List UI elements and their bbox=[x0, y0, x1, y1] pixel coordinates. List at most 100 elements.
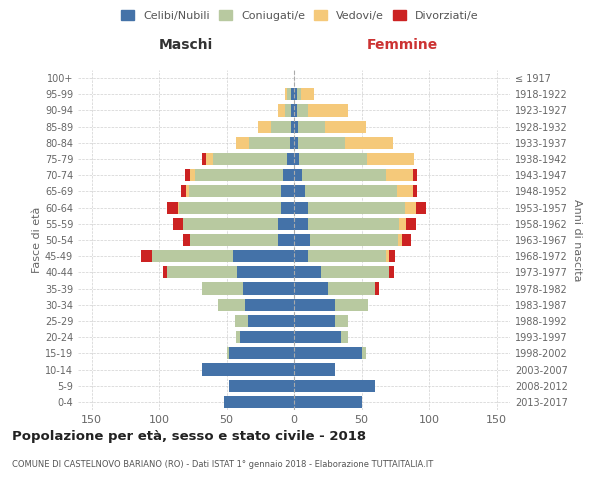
Bar bbox=[375, 282, 379, 294]
Bar bbox=[292, 120, 294, 132]
Bar bbox=[184, 234, 190, 246]
Bar bbox=[229, 348, 294, 360]
Bar bbox=[294, 153, 299, 165]
Bar bbox=[406, 218, 415, 230]
Bar bbox=[294, 348, 361, 360]
Bar bbox=[328, 282, 375, 294]
Bar bbox=[294, 186, 305, 198]
Bar bbox=[240, 331, 294, 343]
Bar bbox=[184, 218, 278, 230]
Bar bbox=[196, 169, 283, 181]
Bar bbox=[346, 137, 392, 149]
Bar bbox=[290, 137, 294, 149]
Bar bbox=[294, 298, 335, 311]
Bar bbox=[278, 218, 294, 230]
Text: Femmine: Femmine bbox=[367, 38, 437, 52]
Bar bbox=[190, 234, 278, 246]
Bar bbox=[321, 266, 389, 278]
Bar bbox=[278, 234, 294, 246]
Bar bbox=[301, 88, 314, 101]
Bar bbox=[238, 266, 294, 278]
Bar bbox=[294, 137, 298, 149]
Bar bbox=[292, 104, 294, 117]
Bar bbox=[287, 88, 292, 101]
Bar bbox=[294, 266, 321, 278]
Bar bbox=[296, 88, 301, 101]
Bar bbox=[152, 250, 233, 262]
Bar bbox=[186, 186, 188, 198]
Bar bbox=[236, 137, 250, 149]
Bar bbox=[294, 202, 308, 213]
Bar bbox=[202, 153, 206, 165]
Bar bbox=[386, 250, 389, 262]
Bar bbox=[250, 137, 290, 149]
Text: COMUNE DI CASTELNOVO BARIANO (RO) - Dati ISTAT 1° gennaio 2018 - Elaborazione TU: COMUNE DI CASTELNOVO BARIANO (RO) - Dati… bbox=[12, 460, 433, 469]
Bar bbox=[257, 120, 271, 132]
Bar bbox=[178, 202, 179, 213]
Bar bbox=[294, 282, 328, 294]
Bar bbox=[294, 234, 310, 246]
Bar bbox=[172, 218, 183, 230]
Bar bbox=[298, 137, 346, 149]
Bar bbox=[292, 88, 294, 101]
Bar bbox=[367, 153, 414, 165]
Bar bbox=[341, 331, 348, 343]
Text: Popolazione per età, sesso e stato civile - 2018: Popolazione per età, sesso e stato civil… bbox=[12, 430, 366, 443]
Bar bbox=[398, 234, 402, 246]
Bar bbox=[389, 266, 394, 278]
Bar bbox=[227, 348, 229, 360]
Bar bbox=[294, 396, 361, 408]
Bar bbox=[335, 315, 348, 327]
Bar bbox=[278, 104, 284, 117]
Bar bbox=[248, 315, 294, 327]
Bar bbox=[308, 250, 386, 262]
Bar bbox=[308, 202, 405, 213]
Bar bbox=[310, 234, 398, 246]
Bar bbox=[298, 120, 325, 132]
Bar bbox=[185, 169, 190, 181]
Y-axis label: Fasce di età: Fasce di età bbox=[32, 207, 42, 273]
Bar bbox=[202, 282, 242, 294]
Bar bbox=[229, 380, 294, 392]
Bar bbox=[294, 104, 296, 117]
Bar bbox=[294, 331, 341, 343]
Bar bbox=[271, 120, 292, 132]
Bar bbox=[294, 380, 375, 392]
Bar bbox=[299, 153, 367, 165]
Bar bbox=[335, 298, 368, 311]
Bar bbox=[296, 104, 308, 117]
Y-axis label: Anni di nascita: Anni di nascita bbox=[572, 198, 581, 281]
Bar bbox=[142, 250, 152, 262]
Bar bbox=[283, 169, 294, 181]
Text: Maschi: Maschi bbox=[159, 38, 213, 52]
Bar bbox=[287, 153, 294, 165]
Bar bbox=[179, 202, 281, 213]
Bar bbox=[294, 88, 296, 101]
Bar bbox=[294, 218, 308, 230]
Bar bbox=[218, 298, 245, 311]
Bar bbox=[188, 186, 281, 198]
Bar bbox=[190, 169, 196, 181]
Bar bbox=[361, 348, 365, 360]
Bar bbox=[284, 104, 292, 117]
Bar bbox=[308, 104, 348, 117]
Bar bbox=[181, 186, 186, 198]
Bar bbox=[224, 396, 294, 408]
Bar bbox=[202, 364, 294, 376]
Bar bbox=[213, 153, 287, 165]
Bar bbox=[305, 186, 397, 198]
Bar bbox=[236, 331, 240, 343]
Bar bbox=[281, 186, 294, 198]
Bar bbox=[402, 234, 412, 246]
Bar bbox=[206, 153, 213, 165]
Bar bbox=[386, 169, 413, 181]
Bar bbox=[308, 218, 400, 230]
Bar bbox=[400, 218, 406, 230]
Bar bbox=[294, 250, 308, 262]
Bar bbox=[242, 282, 294, 294]
Bar bbox=[294, 120, 298, 132]
Bar bbox=[163, 266, 167, 278]
Bar bbox=[413, 169, 417, 181]
Bar bbox=[302, 169, 386, 181]
Bar bbox=[167, 202, 178, 213]
